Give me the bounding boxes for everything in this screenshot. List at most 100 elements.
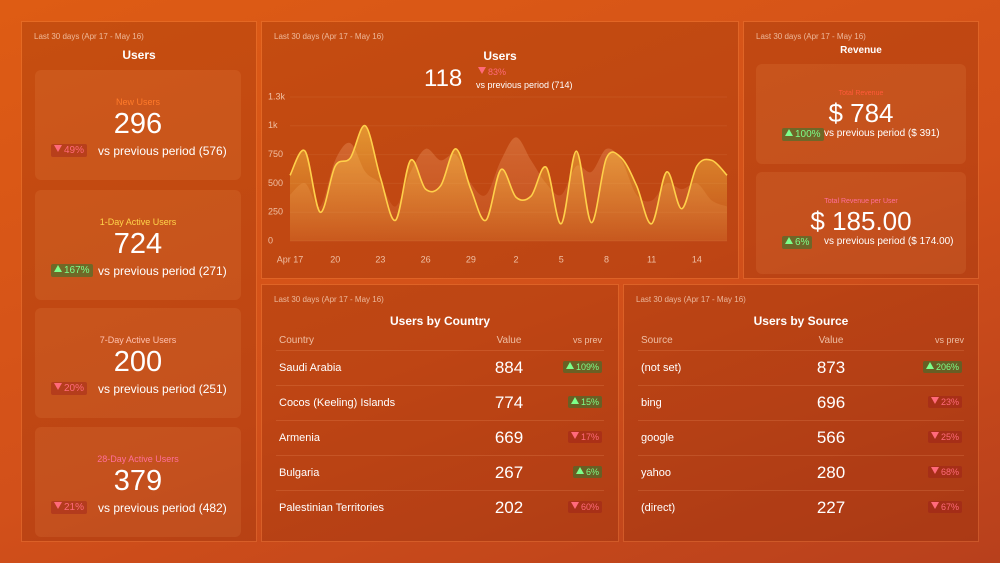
row-divider <box>276 420 604 421</box>
trend-arrow <box>785 237 793 244</box>
change-value: 25% <box>940 432 959 442</box>
row-divider <box>638 420 964 421</box>
x-tick-label: 11 <box>647 254 656 264</box>
metric-value: 200 <box>113 346 163 378</box>
panel-title: Users <box>122 48 156 62</box>
row-value: 774 <box>494 393 524 412</box>
column-header: vs prev <box>572 335 602 345</box>
period: Last 30 days (Apr 17 - May 16) <box>274 295 384 304</box>
trend-arrow <box>54 502 62 509</box>
change-badge: 20% <box>51 382 88 395</box>
trend-arrow <box>785 129 793 136</box>
metric-card: 7-Day Active Users 200 20% vs previous peri… <box>35 308 241 418</box>
change-badge: 6% <box>782 236 813 249</box>
trend-arrow <box>54 265 62 272</box>
change-value: 49% <box>64 145 85 156</box>
x-tick-label: 26 <box>421 254 431 264</box>
metric-label: New Users <box>115 97 160 107</box>
metric-label: 1-Day Active Users <box>99 217 177 227</box>
change-value: 20% <box>64 383 85 394</box>
panel-title: Users <box>483 49 517 63</box>
change-value: 15% <box>580 397 599 407</box>
comparison: vs previous period ($ 391) <box>824 128 940 139</box>
revenue-panel: Last 30 days (Apr 17 - May 16) Revenue Tot… <box>744 22 978 278</box>
metric-value: 379 <box>113 465 163 497</box>
metric-label: Total Revenue <box>838 90 884 97</box>
change-badge: 60% <box>567 501 602 513</box>
change-value: 68% <box>940 467 959 477</box>
panel-title: Revenue <box>840 45 882 56</box>
change-value: 6% <box>795 237 810 248</box>
row-divider <box>276 350 604 351</box>
change-badge: 167% <box>51 264 93 277</box>
trend-arrow <box>570 397 579 404</box>
change-badge: 100% <box>782 128 824 141</box>
panel-title: Users by Country <box>389 314 491 328</box>
total-value: 118 <box>424 65 463 92</box>
metric-value: 724 <box>113 228 163 260</box>
row-name: Saudi Arabia <box>279 362 342 374</box>
change-badge: 83% <box>478 67 506 77</box>
row-value: 267 <box>494 463 524 482</box>
x-tick-label: 23 <box>375 254 385 264</box>
row-divider <box>276 455 604 456</box>
change-value: 83% <box>488 67 507 77</box>
comparison: vs previous period (576) <box>98 144 227 158</box>
row-value: 202 <box>494 498 524 517</box>
source-table-panel: Last 30 days (Apr 17 - May 16) Users by S… <box>624 285 978 541</box>
metric-card: New Users 296 49% vs previous period (576) <box>35 70 241 180</box>
change-value: 167% <box>64 265 90 276</box>
column-header: vs prev <box>934 335 964 345</box>
trend-arrow <box>478 67 486 74</box>
x-tick-label: 8 <box>604 254 609 264</box>
row-name: Armenia <box>279 432 320 444</box>
change-badge: 6% <box>572 466 602 478</box>
trend-arrow <box>565 362 574 369</box>
x-tick-label: 2 <box>514 254 519 264</box>
comparison: vs previous period (251) <box>98 382 227 396</box>
change-badge: 49% <box>51 144 88 157</box>
trend-arrow <box>930 467 939 474</box>
change-badge: 67% <box>927 501 962 513</box>
row-name: (direct) <box>641 502 676 514</box>
metric-value: 296 <box>113 108 163 140</box>
metric-value: $ 784 <box>828 98 894 128</box>
y-tick-label: 250 <box>268 207 283 217</box>
trend-arrow <box>930 502 939 509</box>
row-value: 669 <box>494 428 524 447</box>
metric-label: 7-Day Active Users <box>99 335 177 345</box>
change-badge: 25% <box>927 431 962 443</box>
column-header: Value <box>496 335 522 346</box>
period: Last 30 days (Apr 17 - May 16) <box>636 295 746 304</box>
period: Last 30 days (Apr 17 - May 16) <box>34 32 144 41</box>
country-table-panel: Last 30 days (Apr 17 - May 16) Users by C… <box>262 285 618 541</box>
trend-arrow <box>925 362 934 369</box>
change-badge: 68% <box>927 466 962 478</box>
change-value: 60% <box>580 502 599 512</box>
row-name: yahoo <box>641 467 671 479</box>
change-badge: 17% <box>567 431 602 443</box>
row-name: google <box>641 432 675 444</box>
comparison: vs previous period (271) <box>98 264 227 278</box>
trend-arrow <box>930 432 939 439</box>
change-value: 206% <box>935 362 959 372</box>
metric-card: 28-Day Active Users 379 21% vs previous per… <box>35 427 241 537</box>
change-value: 67% <box>940 502 959 512</box>
change-value: 109% <box>575 362 599 372</box>
row-divider <box>638 350 964 351</box>
period: Last 30 days (Apr 17 - May 16) <box>756 32 866 41</box>
row-value: 696 <box>816 393 846 412</box>
column-header: Value <box>818 335 844 346</box>
row-value: 884 <box>494 358 524 377</box>
row-name: bing <box>641 397 662 409</box>
change-value: 100% <box>795 129 821 140</box>
trend-arrow <box>570 502 579 509</box>
row-name: Bulgaria <box>279 467 320 479</box>
row-value: 566 <box>816 428 846 447</box>
change-badge: 23% <box>927 396 962 408</box>
y-tick-label: 0 <box>268 235 273 245</box>
panel-title: Users by Source <box>753 314 849 328</box>
y-tick-label: 500 <box>268 178 283 188</box>
metric-card: Total Revenue per User $ 185.00 6% vs previ… <box>756 172 966 274</box>
